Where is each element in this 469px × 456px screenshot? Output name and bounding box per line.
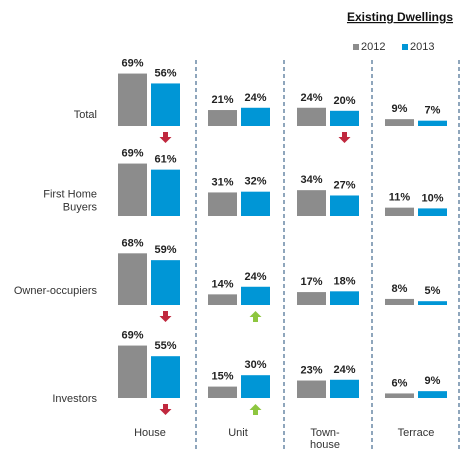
arrow-down-icon-investors-house [159,404,172,415]
bar-investors-unit-2012 [208,386,237,398]
value-label-owner-occupiers-unit-2012: 14% [211,278,233,290]
bar-owner-occupiers-house-2013 [151,260,180,305]
bar-investors-unit-2013 [241,375,270,398]
legend-swatch-2012 [353,44,359,50]
bar-owner-occupiers-house-2012 [118,253,147,305]
legend-label-2012: 2012 [361,41,385,53]
value-label-total-unit-2013: 24% [244,92,266,104]
bar-investors-terrace-2012 [385,393,414,398]
value-label-owner-occupiers-terrace-2012: 8% [392,283,408,295]
value-label-owner-occupiers-town-house-2012: 17% [300,276,322,288]
bar-first-home-buyers-house-2012 [118,163,147,216]
arrow-down-icon-total-house [159,132,172,143]
value-label-first-home-buyers-unit-2012: 31% [211,176,233,188]
bar-first-home-buyers-terrace-2013 [418,208,447,216]
column-label-terrace: Terrace [398,427,435,439]
row-label-first-home-buyers-line-2: Buyers [63,202,98,214]
value-label-total-terrace-2013: 7% [425,105,441,117]
bar-first-home-buyers-town-house-2012 [297,190,326,216]
bar-owner-occupiers-town-house-2013 [330,291,359,305]
bar-total-unit-2013 [241,107,270,126]
value-label-investors-unit-2012: 15% [211,371,233,383]
row-label-owner-occupiers: Owner-occupiers [14,285,98,297]
row-label-first-home-buyers-line-1: First Home [43,189,97,201]
value-label-total-house-2012: 69% [121,58,143,70]
value-label-first-home-buyers-terrace-2012: 11% [389,192,411,204]
column-separators [195,60,460,452]
column-label-house: House [134,427,166,439]
bar-total-house-2013 [151,83,180,126]
bar-owner-occupiers-town-house-2012 [297,292,326,305]
bar-investors-terrace-2013 [418,391,447,398]
row-label-investors: Investors [52,393,97,405]
value-label-owner-occupiers-unit-2013: 24% [244,271,266,283]
value-label-first-home-buyers-house-2013: 61% [154,154,176,166]
value-label-first-home-buyers-town-house-2012: 34% [300,174,322,186]
bar-investors-house-2013 [151,356,180,398]
value-label-investors-house-2012: 69% [121,330,143,342]
bar-investors-house-2012 [118,345,147,398]
value-label-owner-occupiers-house-2013: 59% [154,244,176,256]
value-label-total-house-2013: 56% [154,67,176,79]
value-label-investors-town-house-2012: 23% [300,365,322,377]
row-label-total: Total [74,109,97,121]
bar-total-town-house-2013 [330,110,359,126]
value-label-investors-terrace-2013: 9% [425,375,441,387]
value-label-first-home-buyers-house-2012: 69% [121,148,143,160]
bar-total-terrace-2012 [385,119,414,126]
bar-investors-town-house-2012 [297,380,326,398]
value-label-first-home-buyers-town-house-2013: 27% [333,179,355,191]
bar-first-home-buyers-unit-2013 [241,191,270,216]
value-label-total-unit-2012: 21% [211,94,233,106]
value-label-owner-occupiers-terrace-2013: 5% [425,285,441,297]
arrow-down-icon-owner-occupiers-house [159,311,172,322]
bar-first-home-buyers-terrace-2012 [385,207,414,216]
bar-first-home-buyers-house-2013 [151,169,180,216]
labels-layer: 69% 56% 21% 24% 24% 20% 9% 7% 69% 61% 31% 32% 34% 27%… [14,58,444,451]
bar-investors-town-house-2013 [330,379,359,398]
value-label-first-home-buyers-unit-2013: 32% [244,176,266,188]
legend-swatch-2013 [402,44,408,50]
column-label-town-house-line-2: house [310,439,340,451]
arrow-up-icon-investors-unit [249,404,262,415]
bar-owner-occupiers-unit-2013 [241,286,270,305]
bar-owner-occupiers-terrace-2013 [418,301,447,305]
bar-first-home-buyers-unit-2012 [208,192,237,216]
bar-total-unit-2012 [208,110,237,126]
bar-total-house-2012 [118,73,147,126]
arrow-down-icon-total-town-house [338,132,351,143]
bar-owner-occupiers-unit-2012 [208,294,237,305]
column-label-town-house-line-1: Town- [310,427,340,439]
bar-owner-occupiers-terrace-2012 [385,298,414,305]
bar-total-town-house-2012 [297,107,326,126]
value-label-investors-terrace-2012: 6% [392,377,408,389]
chart-title: Existing Dwellings [347,10,453,24]
legend-label-2013: 2013 [410,41,434,53]
value-label-total-town-house-2012: 24% [300,92,322,104]
value-label-investors-unit-2013: 30% [244,359,266,371]
value-label-investors-town-house-2013: 24% [333,364,355,376]
value-label-first-home-buyers-terrace-2013: 10% [421,192,443,204]
bar-first-home-buyers-town-house-2013 [330,195,359,216]
arrow-up-icon-owner-occupiers-unit [249,311,262,322]
bar-total-terrace-2013 [418,120,447,126]
value-label-total-town-house-2013: 20% [333,95,355,107]
column-label-unit: Unit [228,427,248,439]
value-label-total-terrace-2012: 9% [392,103,408,115]
bars-layer [118,73,447,415]
value-label-owner-occupiers-town-house-2013: 18% [333,275,355,287]
value-label-owner-occupiers-house-2012: 68% [121,237,143,249]
value-label-investors-house-2013: 55% [154,340,176,352]
legend: 2012 2013 [353,41,434,53]
